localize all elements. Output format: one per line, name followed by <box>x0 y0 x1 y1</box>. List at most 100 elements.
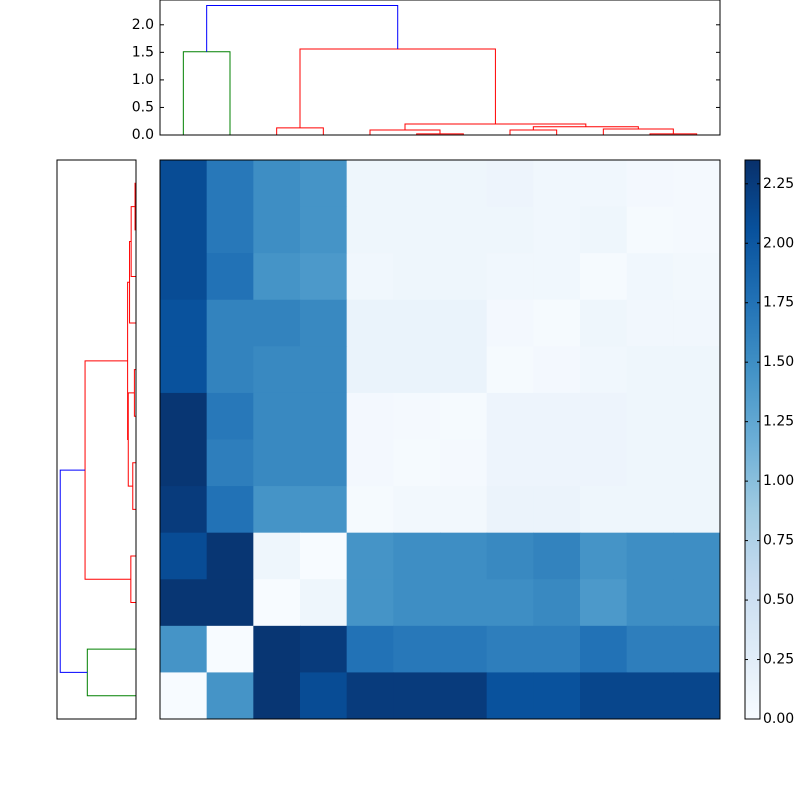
heatmap-cell <box>580 532 628 580</box>
heatmap-cell <box>673 672 721 720</box>
heatmap-cell <box>346 439 394 487</box>
heatmap-cell <box>486 299 534 347</box>
dendrogram-link <box>649 133 698 135</box>
heatmap-cell <box>393 299 441 347</box>
heatmap-cell <box>580 346 628 394</box>
heatmap-cell <box>486 206 534 254</box>
heatmap-cell <box>673 579 721 627</box>
heatmap-cell <box>440 579 488 627</box>
heatmap-cell <box>393 486 441 534</box>
colorbar <box>744 159 761 720</box>
heatmap-cell <box>206 625 254 673</box>
heatmap-cell <box>253 346 301 394</box>
heatmap-cell <box>580 392 628 440</box>
heatmap-cell <box>253 160 301 208</box>
heatmap-cell <box>440 160 488 208</box>
heatmap-cell <box>160 392 208 440</box>
dendrogram-link <box>404 123 587 131</box>
colorbar-tick-label: 0.75 <box>763 533 794 549</box>
heatmap-cell <box>673 160 721 208</box>
heatmap-cell <box>626 392 674 440</box>
heatmap-cell <box>206 299 254 347</box>
colorbar-tick-label: 1.00 <box>763 473 794 489</box>
heatmap-cell <box>440 346 488 394</box>
heatmap-cell <box>440 672 488 720</box>
heatmap-cell <box>626 672 674 720</box>
heatmap-cell <box>393 579 441 627</box>
heatmap-cell <box>533 625 581 673</box>
heatmap-cell <box>533 579 581 627</box>
heatmap-cell <box>440 299 488 347</box>
heatmap-cell <box>580 253 628 301</box>
dendrogram-link <box>130 555 136 604</box>
heatmap-cell <box>533 206 581 254</box>
heatmap-cell <box>160 579 208 627</box>
heatmap-cell <box>253 392 301 440</box>
heatmap-cell <box>253 439 301 487</box>
heatmap-cell <box>160 346 208 394</box>
colorbar-tick-label: 1.50 <box>763 354 794 370</box>
y-tick-label: 1.0 <box>132 72 154 88</box>
heatmap-cell <box>626 579 674 627</box>
heatmap-cell <box>673 392 721 440</box>
heatmap-cell <box>673 206 721 254</box>
heatmap-cell <box>346 206 394 254</box>
heatmap-cell <box>300 625 348 673</box>
heatmap-cell <box>160 206 208 254</box>
heatmap-cell <box>393 160 441 208</box>
heatmap-cell <box>486 346 534 394</box>
dendrogram-link <box>416 133 464 135</box>
colorbar-tick-label: 2.00 <box>763 235 794 251</box>
heatmap-cell <box>533 532 581 580</box>
heatmap-cell <box>533 439 581 487</box>
heatmap-cell <box>393 206 441 254</box>
heatmap-cell <box>346 160 394 208</box>
heatmap-cell <box>253 625 301 673</box>
y-tick-label: 2.0 <box>132 17 154 33</box>
heatmap-cell <box>486 532 534 580</box>
heatmap-cell <box>626 299 674 347</box>
dendrogram-link <box>86 648 136 697</box>
heatmap-cell <box>160 672 208 720</box>
heatmap-cell <box>626 253 674 301</box>
heatmap-cell <box>533 160 581 208</box>
heatmap-cell <box>486 392 534 440</box>
dendrogram-link <box>59 469 88 673</box>
heatmap-cell <box>393 625 441 673</box>
heatmap-cell <box>206 392 254 440</box>
heatmap-cell <box>580 486 628 534</box>
heatmap-cell <box>206 206 254 254</box>
heatmap-cell <box>300 253 348 301</box>
axes-frame <box>159 159 721 720</box>
heatmap-cell <box>253 206 301 254</box>
heatmap-cell <box>673 439 721 487</box>
heatmap-cell <box>253 299 301 347</box>
heatmap-cell <box>440 392 488 440</box>
axes-frame <box>159 0 721 136</box>
heatmap-cell <box>346 579 394 627</box>
heatmap-cell <box>253 532 301 580</box>
heatmap-cell <box>346 532 394 580</box>
heatmap-cell <box>160 532 208 580</box>
dendrogram-link <box>127 392 135 487</box>
axes-frame <box>56 159 137 720</box>
heatmap-cell <box>440 253 488 301</box>
heatmap-cell <box>206 672 254 720</box>
heatmap-cell <box>346 625 394 673</box>
heatmap-cell <box>160 439 208 487</box>
heatmap-cell <box>440 439 488 487</box>
heatmap-cell <box>673 625 721 673</box>
dendrogram-link <box>84 360 131 580</box>
heatmap-cell <box>346 392 394 440</box>
colorbar-tick-label: 1.75 <box>763 295 794 311</box>
heatmap-cell <box>253 579 301 627</box>
heatmap-cell <box>300 672 348 720</box>
heatmap-cell <box>673 299 721 347</box>
heatmap-cell <box>626 346 674 394</box>
dendrogram-link <box>129 241 136 324</box>
heatmap-cell <box>160 160 208 208</box>
heatmap-cell <box>346 672 394 720</box>
heatmap-cell <box>580 672 628 720</box>
heatmap-cell <box>626 532 674 580</box>
